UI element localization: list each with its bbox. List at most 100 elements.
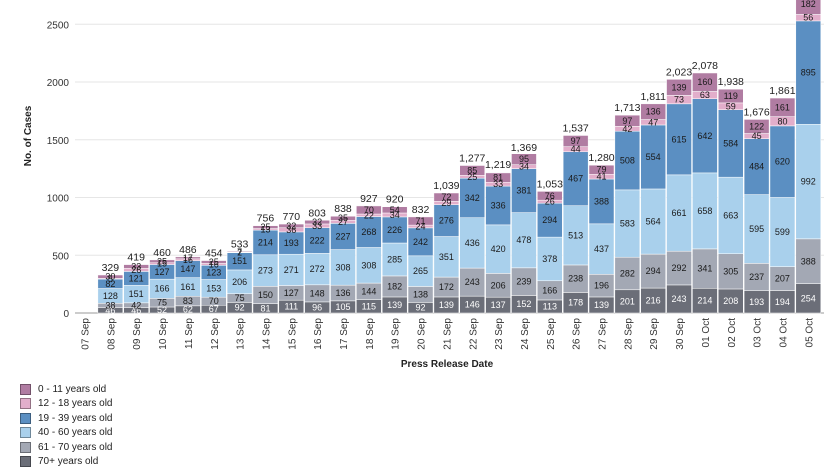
total-value-label: 838 — [334, 203, 352, 215]
segment-value-label: 554 — [646, 152, 661, 162]
x-tick-label: 18 Sep — [365, 318, 376, 350]
segment-value-label: 71 — [416, 216, 426, 226]
segment-value-label: 128 — [103, 291, 118, 301]
x-tick-label: 16 Sep — [313, 318, 324, 350]
segment-value-label: 139 — [594, 300, 609, 310]
segment-value-label: 47 — [648, 117, 658, 127]
segment-value-label: 79 — [596, 165, 606, 175]
stacked-bar-chart: 4638128825304642151121263352751661271525… — [0, 0, 830, 380]
segment-value-label: 136 — [646, 107, 661, 117]
x-tick-label: 30 Sep — [675, 318, 686, 350]
segment-value-label: 75 — [235, 293, 245, 303]
segment-value-label: 111 — [284, 302, 298, 312]
segment-value-label: 161 — [180, 282, 195, 292]
x-tick-label: 02 Oct — [727, 318, 738, 348]
segment-value-label: 583 — [620, 219, 635, 229]
segment-value-label: 73 — [674, 95, 684, 105]
segment-value-label: 196 — [594, 281, 609, 291]
segment-value-label: 56 — [803, 13, 813, 23]
segment-value-label: 467 — [568, 174, 583, 184]
segment-value-label: 294 — [542, 215, 557, 225]
segment-value-label: 144 — [361, 286, 376, 296]
x-tick-label: 08 Sep — [106, 318, 117, 350]
legend-swatch — [20, 427, 31, 438]
segment-value-label: 178 — [568, 298, 583, 308]
segment-value-label: 437 — [594, 244, 609, 254]
segment-value-label: 206 — [491, 280, 506, 290]
segment-value-label: 147 — [180, 264, 195, 274]
total-value-label: 1,537 — [563, 122, 589, 134]
x-tick-label: 19 Sep — [391, 318, 402, 350]
segment-value-label: 276 — [439, 216, 454, 226]
x-tick-label: 27 Sep — [598, 318, 609, 350]
segment-value-label: 45 — [752, 131, 762, 141]
segment-value-label: 38 — [105, 300, 115, 310]
total-value-label: 2,078 — [692, 60, 718, 72]
segment-value-label: 243 — [465, 277, 480, 287]
segment-value-label: 351 — [439, 252, 454, 262]
segment-value-label: 484 — [749, 162, 764, 172]
total-value-label: 2,023 — [666, 66, 692, 78]
segment-value-label: 513 — [568, 230, 583, 240]
segment-value-label: 508 — [620, 156, 635, 166]
total-value-label: 533 — [231, 238, 249, 250]
legend-item: 40 - 60 years old — [20, 426, 113, 441]
segment-value-label: 92 — [416, 303, 426, 313]
segment-value-label: 216 — [646, 296, 661, 306]
y-tick-label: 500 — [52, 251, 69, 262]
total-value-label: 1,811 — [640, 91, 666, 103]
segment-value-label: 70 — [364, 205, 374, 215]
segment-value-label: 342 — [465, 193, 480, 203]
x-tick-label: 13 Sep — [236, 318, 247, 350]
segment-value-label: 59 — [726, 101, 736, 111]
total-value-label: 419 — [127, 252, 145, 264]
segment-value-label: 119 — [724, 91, 738, 101]
total-value-label: 1,280 — [588, 152, 614, 164]
x-tick-label: 09 Sep — [132, 318, 143, 350]
total-value-label: 1,039 — [433, 180, 459, 192]
x-tick-label: 23 Sep — [494, 318, 505, 350]
segment-value-label: 139 — [387, 300, 402, 310]
legend-label: 0 - 11 years old — [38, 384, 106, 395]
segment-value-label: 272 — [310, 264, 325, 274]
x-tick-label: 15 Sep — [287, 318, 298, 350]
segment-value-label: 75 — [157, 298, 167, 308]
legend-item: 70+ years old — [20, 455, 113, 469]
segment-value-label: 97 — [571, 136, 581, 146]
total-value-label: 1,676 — [743, 106, 769, 118]
segment-value-label: 243 — [672, 294, 687, 304]
segment-value-label: 137 — [491, 300, 506, 310]
segment-value-label: 201 — [620, 296, 635, 306]
segment-value-label: 153 — [206, 283, 221, 293]
segment-value-label: 54 — [390, 205, 400, 215]
total-value-label: 770 — [283, 211, 301, 223]
segment-value-label: 227 — [335, 231, 350, 241]
segment-value-label: 271 — [284, 265, 299, 275]
total-value-label: 1,938 — [718, 76, 744, 88]
x-tick-label: 17 Sep — [339, 318, 350, 350]
legend-swatch — [20, 398, 31, 409]
segment-value-label: 95 — [519, 154, 529, 164]
total-value-label: 1,053 — [537, 178, 563, 190]
segment-value-label: 85 — [467, 165, 477, 175]
legend-swatch — [20, 442, 31, 453]
legend-label: 40 - 60 years old — [38, 427, 113, 438]
legend: 0 - 11 years old 12 - 18 years old 19 - … — [20, 382, 113, 469]
x-tick-label: 11 Sep — [184, 318, 195, 349]
segment-value-label: 92 — [235, 303, 245, 313]
segment-value-label: 122 — [749, 121, 764, 131]
y-tick-label: 2000 — [47, 78, 70, 89]
segment-value-label: 139 — [672, 82, 687, 92]
legend-item: 61 - 70 years old — [20, 440, 113, 455]
x-tick-label: 28 Sep — [623, 318, 634, 350]
segment-value-label: 265 — [413, 266, 428, 276]
legend-label: 70+ years old — [38, 456, 98, 467]
segment-value-label: 214 — [258, 237, 273, 247]
segment-value-label: 388 — [801, 256, 816, 266]
segment-value-label: 161 — [775, 102, 790, 112]
segment-value-label: 895 — [801, 68, 816, 78]
total-value-label: 1,713 — [614, 102, 640, 114]
legend-swatch — [20, 413, 31, 424]
segment-value-label: 81 — [493, 173, 503, 183]
